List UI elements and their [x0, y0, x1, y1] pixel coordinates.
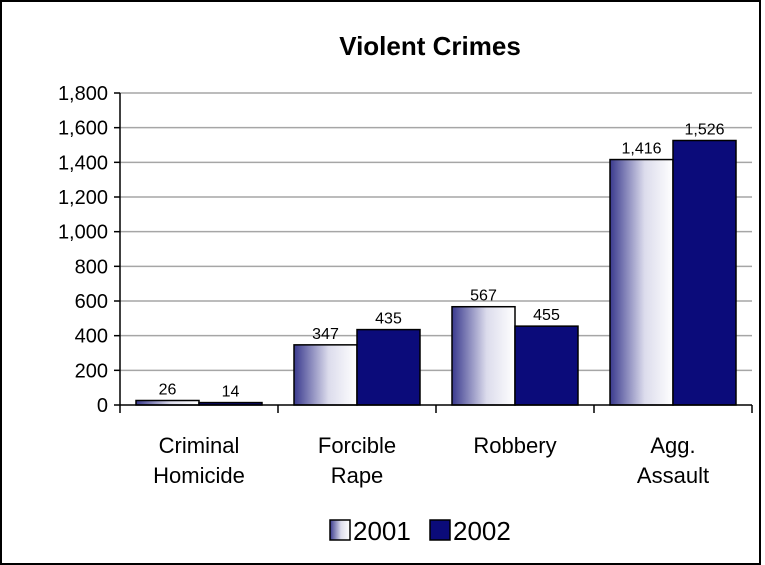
category-label: Forcible: [318, 433, 396, 458]
bar-2001: [293, 344, 358, 406]
y-tick-label: 1,800: [58, 83, 108, 105]
category-label: Agg.: [650, 433, 695, 458]
category-label: Robbery: [473, 433, 556, 458]
data-label: 435: [375, 311, 402, 328]
data-label: 26: [159, 381, 177, 398]
y-tick-label: 1,200: [58, 187, 108, 209]
bar-2001: [451, 305, 516, 406]
data-label: 347: [312, 326, 339, 343]
legend-swatch-2002: [429, 519, 451, 541]
bar-2002: [514, 325, 579, 406]
data-label: 14: [222, 384, 240, 401]
y-tick-label: 200: [75, 360, 108, 382]
y-tick-label: 600: [75, 291, 108, 313]
bars: 26 14 347 435 567 455 1,416 1,526: [135, 121, 737, 406]
data-label: 567: [470, 288, 497, 305]
bar-2001: [609, 158, 674, 406]
bar-2002: [356, 328, 421, 406]
category-label: Assault: [637, 463, 709, 488]
y-axis: 0 200 400 600 800 1,000 1,200 1,400 1,600 1,800: [58, 83, 121, 417]
y-tick-label: 1,000: [58, 222, 108, 244]
data-label: 1,416: [621, 141, 661, 158]
y-tick-label: 400: [75, 326, 108, 348]
category-label: Homicide: [153, 463, 245, 488]
legend: 2001 2002: [329, 516, 511, 546]
legend-label-2001: 2001: [353, 516, 411, 546]
legend-label-2002: 2002: [453, 516, 511, 546]
y-tick-label: 1,600: [58, 118, 108, 140]
y-tick-label: 1,400: [58, 152, 108, 174]
category-label: Criminal: [159, 433, 240, 458]
y-tick-label: 0: [97, 395, 108, 417]
legend-swatch-2001: [329, 519, 351, 541]
y-tick-label: 800: [75, 256, 108, 278]
category-label: Rape: [331, 463, 384, 488]
data-label: 1,526: [684, 121, 724, 138]
bar-2002: [672, 139, 737, 406]
data-label: 455: [533, 307, 560, 324]
chart-title: Violent Crimes: [339, 31, 521, 61]
x-axis: Criminal Homicide Forcible Rape Robbery Agg. A…: [119, 404, 753, 488]
